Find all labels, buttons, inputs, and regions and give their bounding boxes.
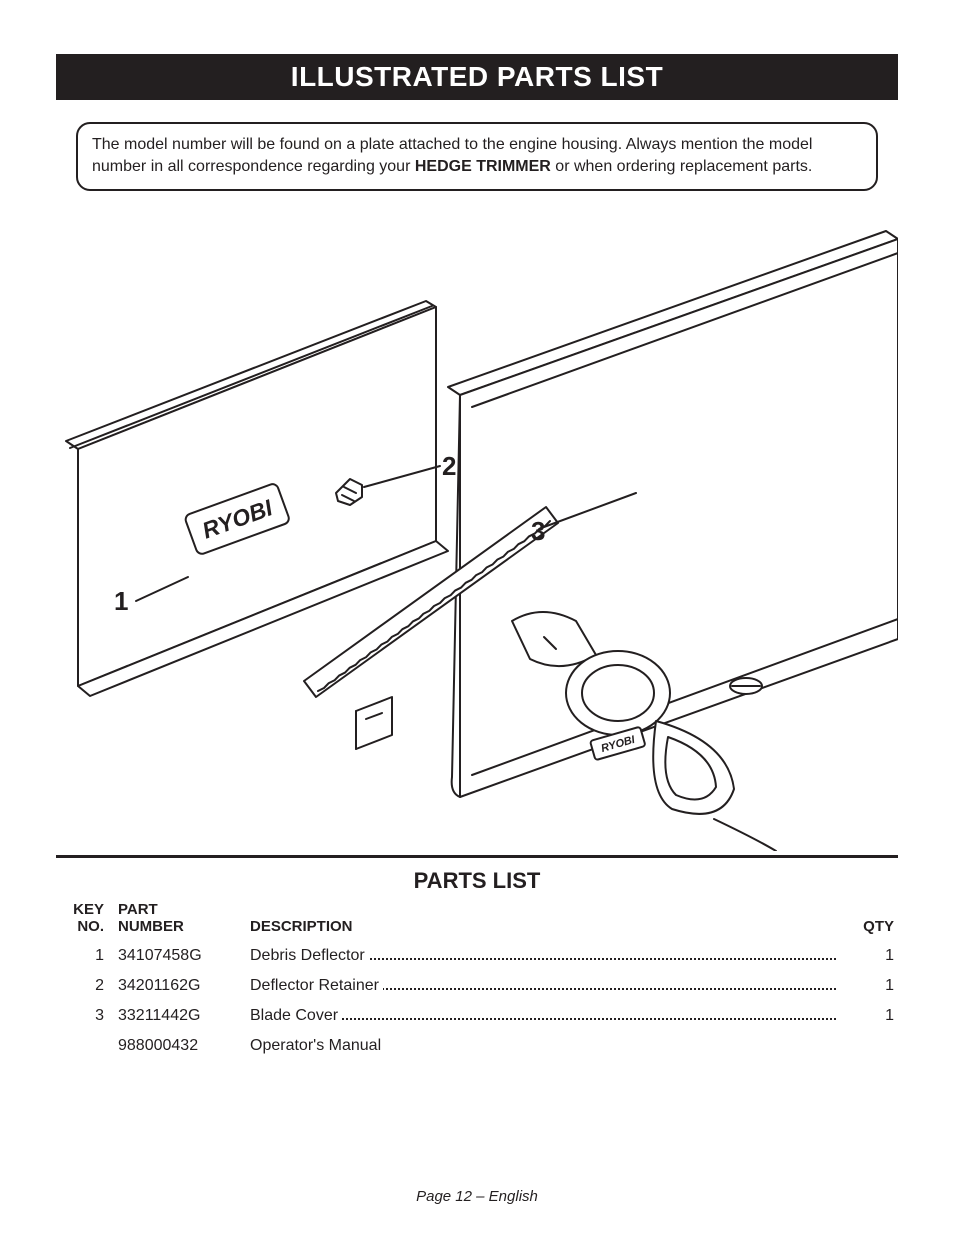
col-head-part: PART NUMBER — [118, 900, 250, 941]
title-bar-text: ILLUSTRATED PARTS LIST — [291, 61, 663, 93]
cell-description: Blade Cover — [250, 1001, 842, 1031]
cell-description: Debris Deflector — [250, 941, 842, 971]
cell-qty — [842, 1031, 898, 1061]
cell-part-number: 988000432 — [118, 1031, 250, 1061]
table-header-row: KEY NO. PART NUMBER DESCRIPTION QTY — [56, 900, 898, 941]
diagram-callout-2: 2 — [442, 451, 456, 482]
col-head-qty: QTY — [842, 900, 898, 941]
note-text-after: or when ordering replacement parts. — [551, 158, 812, 175]
col-head-description: DESCRIPTION — [250, 900, 842, 941]
cell-qty: 1 — [842, 1001, 898, 1031]
table-row: 134107458GDebris Deflector 1 — [56, 941, 898, 971]
parts-list-heading: PARTS LIST — [56, 868, 898, 894]
cell-qty: 1 — [842, 971, 898, 1001]
parts-list-table: KEY NO. PART NUMBER DESCRIPTION QTY 1341… — [56, 900, 898, 1061]
cell-qty: 1 — [842, 941, 898, 971]
exploded-diagram: RYOBIRYOBI 1 2 3 — [56, 211, 898, 851]
note-bold: HEDGE TRIMMER — [415, 158, 551, 175]
cell-key — [56, 1031, 118, 1061]
table-row: 234201162GDeflector Retainer 1 — [56, 971, 898, 1001]
table-row: 988000432Operator's Manual — [56, 1031, 898, 1061]
cell-description: Operator's Manual — [250, 1031, 842, 1061]
cell-part-number: 34201162G — [118, 971, 250, 1001]
section-rule — [56, 855, 898, 858]
diagram-callout-1: 1 — [114, 586, 128, 617]
model-number-note: The model number will be found on a plat… — [76, 122, 878, 191]
cell-part-number: 33211442G — [118, 1001, 250, 1031]
cell-key: 1 — [56, 941, 118, 971]
cell-key: 2 — [56, 971, 118, 1001]
table-row: 333211442GBlade Cover 1 — [56, 1001, 898, 1031]
cell-part-number: 34107458G — [118, 941, 250, 971]
cell-description: Deflector Retainer — [250, 971, 842, 1001]
col-head-key: KEY NO. — [56, 900, 118, 941]
diagram-callout-3: 3 — [531, 516, 545, 547]
page-root: ILLUSTRATED PARTS LIST The model number … — [0, 0, 954, 1235]
diagram-svg: RYOBIRYOBI — [56, 211, 898, 851]
title-bar: ILLUSTRATED PARTS LIST — [56, 54, 898, 100]
page-footer: Page 12 – English — [0, 1188, 954, 1205]
cell-key: 3 — [56, 1001, 118, 1031]
